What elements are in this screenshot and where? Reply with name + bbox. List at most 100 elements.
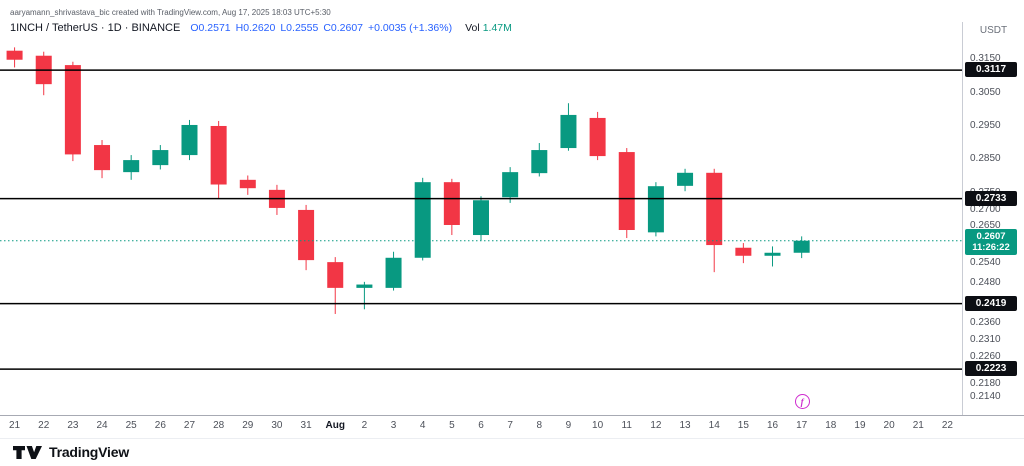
time-axis-label: Aug [325, 420, 345, 431]
candle-up [502, 172, 519, 198]
time-axis-label: 11 [621, 420, 632, 431]
time-axis-label: 21 [912, 420, 924, 431]
last-price-countdown: 11:26:22 [972, 241, 1010, 253]
symbol-title[interactable]: 1INCH / TetherUS · 1D · BINANCE [10, 22, 181, 34]
time-axis-label: 22 [38, 420, 50, 431]
time-axis-label: 26 [154, 420, 166, 431]
volume-value: 1.47M [482, 22, 512, 34]
candle-down [6, 50, 23, 60]
time-axis-label: 22 [941, 420, 953, 431]
candle-up [647, 186, 664, 233]
price-line-label: 0.2733 [965, 190, 1017, 206]
footer-bar: TradingView [12, 440, 129, 464]
last-price-value: 0.2607 [976, 230, 1006, 242]
candle-down [706, 172, 723, 246]
price-line-label: 0.2223 [965, 361, 1017, 377]
time-axis-label: 18 [825, 420, 837, 431]
candle-down [239, 179, 256, 189]
time-axis-label: 2 [361, 420, 368, 431]
price-tick-label: 0.2140 [970, 390, 1001, 402]
price-tick-label: 0.2480 [970, 277, 1001, 289]
price-tick-label: 0.2850 [970, 153, 1001, 165]
candle-up [356, 284, 373, 288]
tradingview-brand[interactable]: TradingView [49, 444, 130, 460]
price-axis[interactable]: USDT 0.31500.30500.29500.28500.27500.270… [963, 0, 1024, 438]
candle-up [473, 200, 489, 236]
candle-up [531, 150, 548, 174]
time-axis[interactable]: 21 22 23 24 25 26 27 28 29 30 31 Aug 2 3 4 5 6 7 8 9 10 11 12 1… [0, 416, 962, 438]
change-readout: +0.0035 (+1.36%) [368, 22, 453, 34]
legend-bar: 1INCH / TetherUS · 1D · BINANCE O0.2571 H… [10, 22, 512, 34]
time-axis-label: 30 [271, 420, 283, 431]
tradingview-logo-icon[interactable] [12, 444, 42, 461]
price-tick-label: 0.2650 [970, 220, 1001, 232]
candle-down [735, 247, 752, 256]
time-axis-label: 13 [679, 420, 691, 431]
time-axis-label: 24 [96, 420, 108, 431]
volume-label: Vol [465, 22, 480, 34]
candle-down [327, 262, 344, 288]
last-price-label: 0.2607 11:26:22 [965, 228, 1017, 255]
time-axis-label: 6 [478, 420, 484, 431]
price-tick-label: 0.3050 [970, 86, 1001, 98]
time-axis-label: 25 [125, 420, 137, 431]
candle-up [385, 257, 402, 288]
price-tick-label: 0.2360 [970, 317, 1001, 329]
time-axis-label: 4 [419, 420, 426, 431]
time-axis-label: 9 [565, 420, 572, 431]
candle-up [123, 160, 140, 173]
time-axis-label: 29 [242, 420, 254, 431]
price-tick-label: 0.3150 [970, 53, 1001, 65]
ohlc-h: H0.2620 [235, 22, 276, 34]
time-axis-label: 10 [592, 420, 604, 431]
candle-down [443, 182, 460, 225]
currency-label: USDT [979, 25, 1008, 36]
price-axis-separator [962, 22, 963, 415]
price-tick-label: 0.2540 [970, 257, 1001, 269]
chart-pane[interactable]: f [0, 40, 962, 415]
price-tick-label: 0.2260 [970, 350, 1001, 362]
ohlc-o: O0.2571 [190, 22, 231, 34]
time-axis-label: 15 [737, 420, 749, 431]
watermark-attribution: aaryamann_shrivastava_bic created with T… [10, 8, 331, 17]
time-axis-label: 17 [796, 420, 808, 431]
time-axis-label: 12 [650, 420, 662, 431]
time-axis-label: 20 [883, 420, 895, 431]
event-marker-f[interactable]: f [794, 394, 810, 409]
candlestick-plot [0, 47, 962, 370]
candle-down [64, 65, 81, 155]
candle-up [152, 150, 169, 166]
price-line-label: 0.2419 [965, 295, 1017, 311]
event-marker-letter: f [800, 396, 804, 407]
time-axis-label: 8 [536, 420, 543, 431]
price-tick-label: 0.2180 [970, 377, 1001, 389]
candle-down [210, 125, 227, 185]
candle-up [764, 252, 781, 256]
candle-up [560, 114, 577, 149]
time-axis-label: 21 [9, 420, 21, 431]
price-tick-label: 0.2950 [970, 119, 1001, 131]
candle-up [677, 172, 694, 186]
footer-separator [0, 438, 1024, 439]
candle-down [94, 145, 111, 171]
time-axis-label: 31 [300, 420, 312, 431]
time-axis-label: 19 [854, 420, 866, 431]
candle-down [298, 209, 315, 261]
candle-down [618, 152, 635, 231]
time-axis-label: 27 [183, 420, 196, 431]
ohlc-c: C0.2607 [323, 22, 364, 34]
candle-down [589, 117, 606, 157]
time-axis-label: 23 [67, 420, 79, 431]
time-axis-label: 16 [766, 420, 779, 431]
time-axis-label: 3 [390, 420, 397, 431]
ohlc-readout: O0.2571 H0.2620 L0.2555 C0.2607 +0.0035 (+1.… [190, 22, 512, 34]
time-axis-label: 7 [507, 420, 513, 431]
time-axis-label: 5 [449, 420, 455, 431]
price-line-label: 0.3117 [965, 62, 1017, 78]
candle-up [793, 240, 810, 253]
candle-up [414, 182, 431, 258]
time-axis-label: 28 [213, 420, 225, 431]
ohlc-l: L0.2555 [280, 22, 319, 34]
price-tick-label: 0.2310 [970, 334, 1001, 346]
